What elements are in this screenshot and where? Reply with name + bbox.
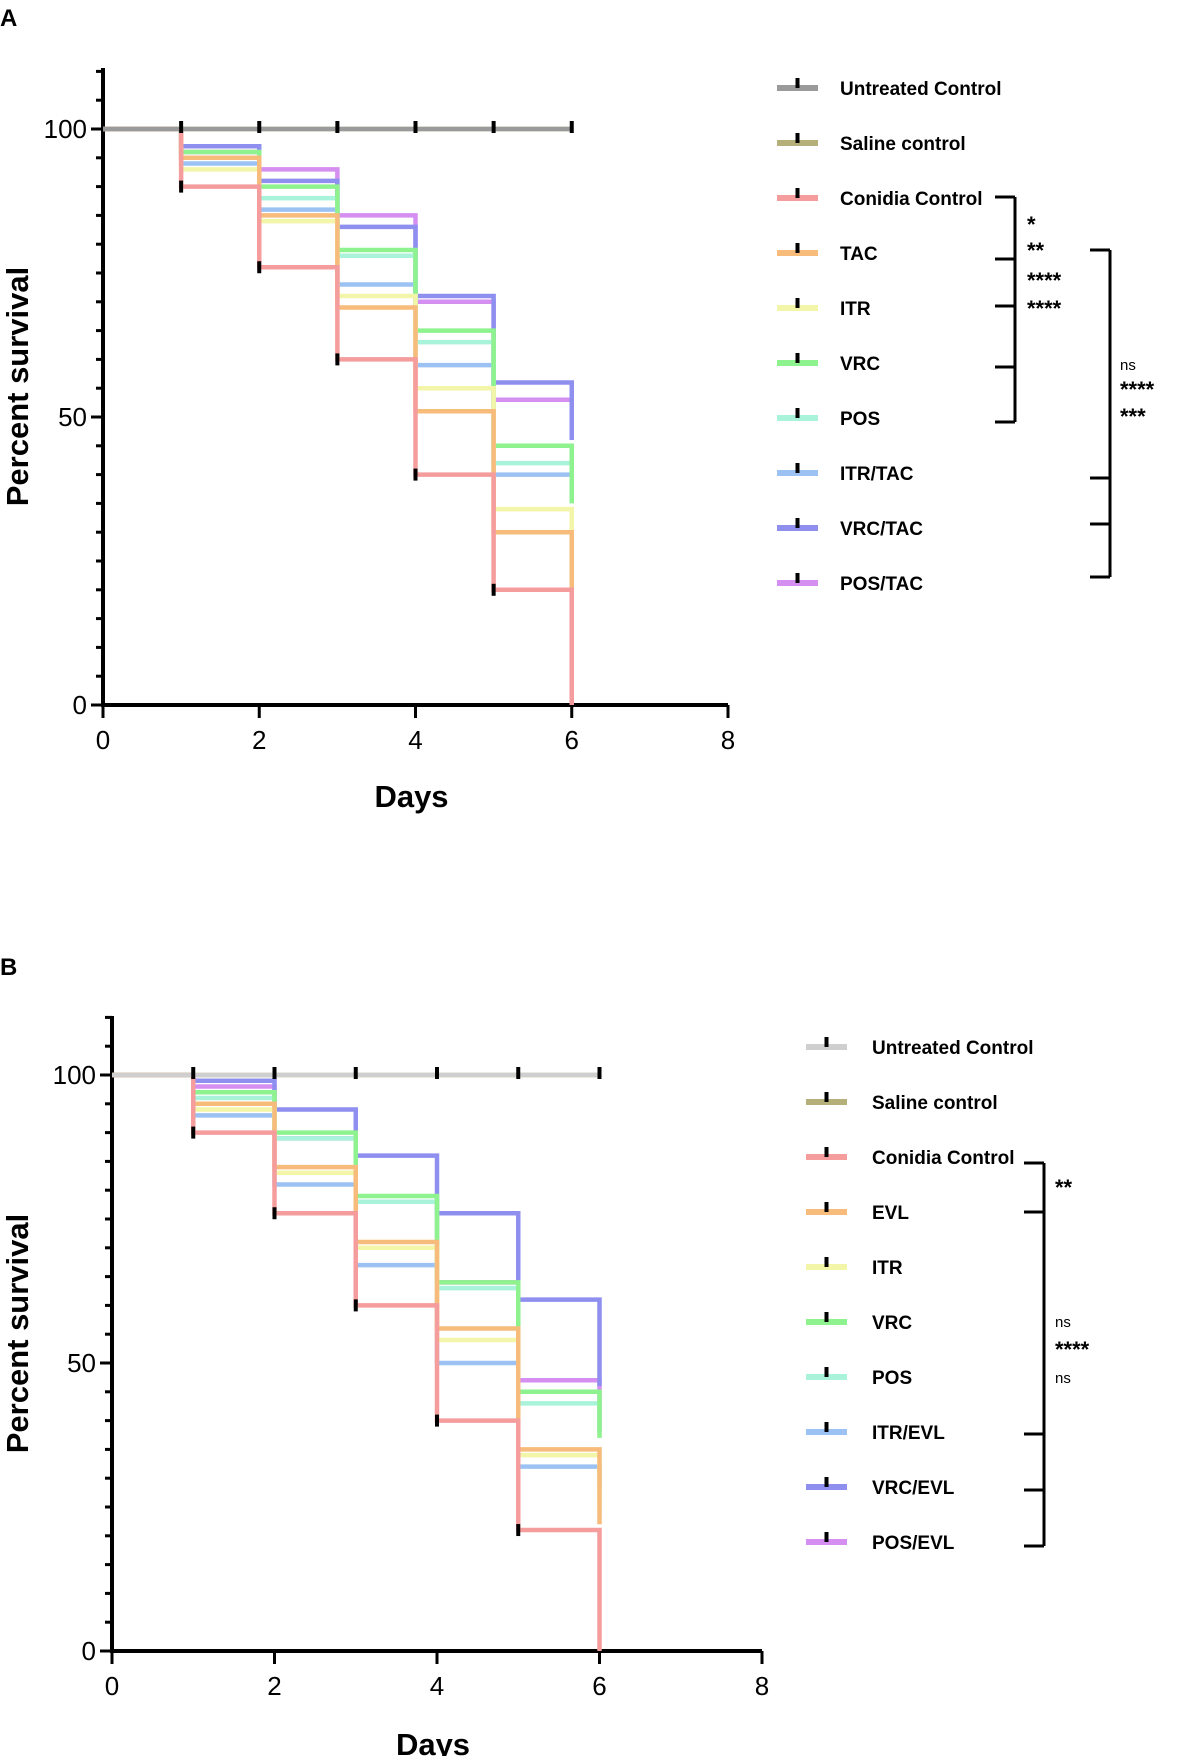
legend-item: VRC bbox=[806, 1312, 912, 1334]
panel-a: A 0 50 100 0 2 4 6 8 Days Percent survival Untreate… bbox=[0, 5, 1155, 814]
survival-curves bbox=[112, 1067, 602, 1651]
x-axis-title: Days bbox=[396, 1727, 470, 1756]
legend-label: ITR bbox=[840, 299, 871, 320]
ns-label: ns bbox=[1055, 1314, 1071, 1331]
bracket-outer: ns **** ns bbox=[1024, 1210, 1090, 1548]
x-tick-label: 2 bbox=[267, 1671, 281, 1701]
legend-label: VRC bbox=[840, 354, 880, 375]
legend-label: EVL bbox=[872, 1203, 909, 1224]
legend-label: POS bbox=[872, 1368, 912, 1389]
bracket-outer: ns ******* bbox=[1090, 248, 1155, 579]
y-tick-label: 50 bbox=[67, 1348, 96, 1378]
legend: Untreated Control Saline control Conidia C… bbox=[777, 78, 1002, 595]
legend-label: Saline control bbox=[872, 1093, 998, 1114]
axes: 0 50 100 0 2 4 6 8 Days Percent survival bbox=[0, 68, 735, 814]
legend-label: POS bbox=[840, 409, 880, 430]
legend-item: POS bbox=[806, 1367, 912, 1389]
y-tick-label: 50 bbox=[58, 402, 87, 432]
bracket-inner: *********** bbox=[995, 195, 1062, 424]
legend-item: VRC/EVL bbox=[806, 1477, 955, 1499]
legend-item: VRC bbox=[777, 353, 880, 375]
bracket-inner: ** bbox=[1024, 1161, 1073, 1214]
y-tick-label: 0 bbox=[82, 1636, 96, 1666]
legend-item: POS/EVL bbox=[806, 1532, 955, 1554]
legend-item: TAC bbox=[777, 243, 878, 265]
legend-label: VRC bbox=[872, 1313, 912, 1334]
legend-label: ITR bbox=[872, 1258, 903, 1279]
legend: Untreated Control Saline control Conidia C… bbox=[806, 1037, 1034, 1554]
panel-b: B 0 50 100 0 2 4 6 8 Days Percent survival Untreate… bbox=[0, 954, 1090, 1756]
legend-item: Saline control bbox=[777, 133, 966, 155]
legend-item: ITR/TAC bbox=[777, 463, 914, 485]
significance-stars: ** bbox=[1027, 238, 1045, 263]
significance-stars: **** bbox=[1120, 377, 1155, 402]
legend-item: ITR bbox=[806, 1257, 903, 1279]
legend-item: Untreated Control bbox=[806, 1037, 1034, 1059]
x-tick-label: 8 bbox=[755, 1671, 769, 1701]
x-tick-label: 0 bbox=[105, 1671, 119, 1701]
legend-item: POS/TAC bbox=[777, 573, 923, 595]
x-tick-label: 8 bbox=[721, 725, 735, 755]
ns-label: ns bbox=[1120, 357, 1136, 374]
legend-item: ITR/EVL bbox=[806, 1422, 945, 1444]
x-tick-label: 6 bbox=[592, 1671, 606, 1701]
y-tick-label: 100 bbox=[53, 1060, 96, 1090]
legend-item: Conidia Control bbox=[777, 188, 982, 210]
legend-label: Untreated Control bbox=[872, 1038, 1034, 1059]
legend-label: VRC/EVL bbox=[872, 1478, 955, 1499]
significance-stars: *** bbox=[1120, 404, 1146, 429]
y-axis-title: Percent survival bbox=[0, 1214, 35, 1454]
significance-stars: * bbox=[1027, 212, 1036, 237]
legend-item: VRC/TAC bbox=[777, 518, 923, 540]
legend-label: Conidia Control bbox=[840, 189, 982, 210]
survival-curves bbox=[103, 121, 574, 705]
y-tick-label: 0 bbox=[73, 690, 87, 720]
legend-label: POS/EVL bbox=[872, 1533, 955, 1554]
x-tick-label: 6 bbox=[565, 725, 579, 755]
x-tick-label: 0 bbox=[96, 725, 110, 755]
legend-label: Saline control bbox=[840, 134, 966, 155]
significance-stars: **** bbox=[1027, 296, 1062, 321]
significance-stars: ** bbox=[1055, 1175, 1073, 1200]
legend-item: EVL bbox=[806, 1202, 909, 1224]
x-tick-label: 4 bbox=[430, 1671, 444, 1701]
legend-item: ITR bbox=[777, 298, 871, 320]
panel-label: A bbox=[0, 5, 17, 32]
legend-item: POS bbox=[777, 408, 880, 430]
legend-item: Conidia Control bbox=[806, 1147, 1014, 1169]
significance-brackets: ***********ns******* bbox=[995, 195, 1155, 579]
significance-stars: **** bbox=[1027, 268, 1062, 293]
legend-item: Untreated Control bbox=[777, 78, 1002, 100]
ns-label: ns bbox=[1055, 1370, 1071, 1387]
axes: 0 50 100 0 2 4 6 8 Days Percent survival bbox=[0, 1015, 769, 1756]
legend-label: ITR/EVL bbox=[872, 1423, 945, 1444]
significance-brackets: ** ns **** ns bbox=[1024, 1161, 1090, 1548]
panel-label: B bbox=[0, 954, 17, 981]
legend-label: POS/TAC bbox=[840, 574, 923, 595]
legend-label: ITR/TAC bbox=[840, 464, 914, 485]
legend-item: Saline control bbox=[806, 1092, 998, 1114]
legend-label: Untreated Control bbox=[840, 79, 1002, 100]
legend-label: VRC/TAC bbox=[840, 519, 923, 540]
x-axis-title: Days bbox=[374, 779, 448, 814]
y-tick-label: 100 bbox=[44, 114, 87, 144]
legend-label: Conidia Control bbox=[872, 1148, 1014, 1169]
x-tick-label: 2 bbox=[252, 725, 266, 755]
legend-label: TAC bbox=[840, 244, 878, 265]
y-axis-title: Percent survival bbox=[0, 267, 35, 507]
x-tick-label: 4 bbox=[408, 725, 422, 755]
significance-stars: **** bbox=[1055, 1337, 1090, 1362]
